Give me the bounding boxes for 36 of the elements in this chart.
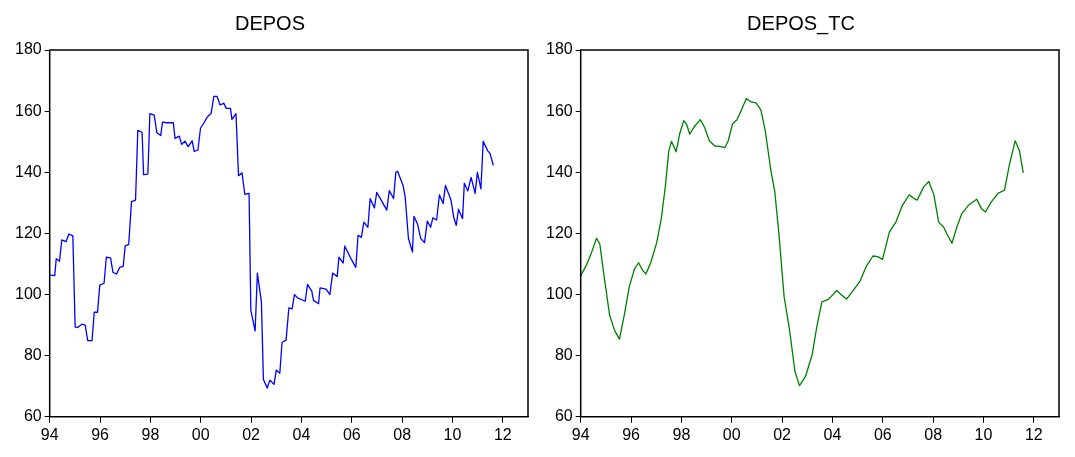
- x-tick-label: 12: [493, 425, 512, 443]
- y-tick-label: 100: [14, 284, 42, 302]
- y-tick-label: 80: [23, 346, 42, 364]
- y-tick-label: 180: [14, 40, 42, 58]
- x-tick-label: 04: [823, 425, 842, 443]
- x-tick-label: 98: [141, 425, 160, 443]
- y-tick-label: 120: [545, 223, 573, 241]
- x-tick-label: 04: [292, 425, 311, 443]
- chart-title: DEPOS: [234, 11, 306, 34]
- x-tick-label: 00: [191, 425, 210, 443]
- y-tick-label: 80: [554, 346, 573, 364]
- y-tick-label: 60: [554, 407, 573, 425]
- y-tick-label: 100: [545, 284, 573, 302]
- y-tick-label: 180: [545, 40, 573, 58]
- x-tick-label: 08: [924, 425, 943, 443]
- y-tick-label: 120: [14, 223, 42, 241]
- x-tick-label: 00: [722, 425, 741, 443]
- x-tick-label: 10: [443, 425, 462, 443]
- x-tick-label: 10: [974, 425, 993, 443]
- y-tick-label: 160: [545, 101, 573, 119]
- x-tick-label: 02: [242, 425, 261, 443]
- x-tick-label: 94: [40, 425, 59, 443]
- x-tick-label: 98: [672, 425, 691, 443]
- x-tick-label: 96: [91, 425, 110, 443]
- x-tick-label: 02: [773, 425, 792, 443]
- y-tick-label: 140: [14, 162, 42, 180]
- x-tick-label: 06: [342, 425, 361, 443]
- x-tick-label: 96: [622, 425, 641, 443]
- y-tick-label: 160: [14, 101, 42, 119]
- x-tick-label: 08: [393, 425, 412, 443]
- y-tick-label: 60: [23, 407, 42, 425]
- chart-title: DEPOS_TC: [747, 11, 855, 35]
- x-tick-label: 94: [571, 425, 590, 443]
- x-tick-label: 12: [1024, 425, 1043, 443]
- x-tick-label: 06: [873, 425, 892, 443]
- y-tick-label: 140: [545, 162, 573, 180]
